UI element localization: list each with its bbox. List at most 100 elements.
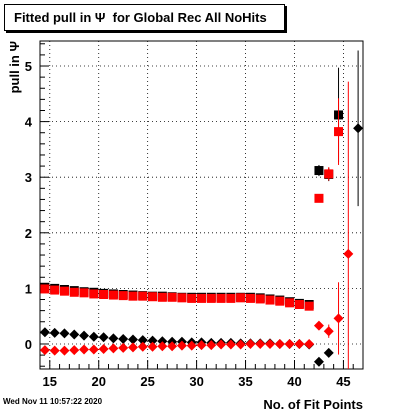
data-point-diamond — [333, 313, 344, 324]
data-point-diamond — [284, 338, 295, 349]
data-point-diamond — [176, 340, 187, 351]
y-tick-label: 0 — [25, 337, 32, 352]
y-tick-label: 5 — [25, 59, 32, 74]
y-tick-label: 4 — [25, 115, 33, 130]
data-point-diamond — [147, 335, 158, 346]
data-point-square — [59, 286, 69, 296]
data-point-square — [265, 295, 275, 305]
data-point-diamond — [118, 333, 129, 344]
data-point-diamond — [98, 332, 109, 343]
plot-frame — [39, 40, 364, 370]
data-point-diamond — [49, 327, 60, 338]
data-point-diamond — [39, 345, 50, 356]
data-point-diamond — [313, 320, 324, 331]
data-point-square — [108, 290, 118, 300]
data-point-square — [79, 288, 89, 298]
data-point-square — [314, 166, 324, 176]
data-point-square — [226, 293, 236, 303]
data-point-square — [167, 292, 177, 302]
x-tick-label: 30 — [189, 374, 203, 389]
data-point-square — [324, 169, 334, 179]
data-point-square — [314, 193, 324, 203]
data-point-square — [50, 285, 60, 295]
x-tick-label: 15 — [43, 374, 57, 389]
data-point-diamond — [323, 326, 334, 337]
data-point-diamond — [245, 338, 256, 349]
data-point-diamond — [216, 339, 227, 350]
data-point-square — [206, 293, 216, 303]
data-point-diamond — [69, 329, 80, 340]
data-point-diamond — [343, 248, 354, 259]
data-point-diamond — [206, 340, 217, 351]
data-point-diamond — [235, 339, 246, 350]
data-point-square — [40, 284, 50, 294]
x-axis-label: No. of Fit Points — [263, 397, 363, 412]
data-point-diamond — [127, 342, 138, 353]
data-point-square — [148, 292, 158, 302]
chart-title: Fitted pull in Ψ for Global Rec All NoHi… — [14, 10, 267, 25]
data-point-diamond — [49, 345, 60, 356]
data-point-diamond — [69, 345, 80, 356]
data-point-diamond — [304, 338, 315, 349]
data-point-square — [275, 296, 285, 306]
y-axis-label: pull in Ψ — [7, 41, 22, 93]
data-point-diamond — [167, 341, 178, 352]
data-point-diamond — [137, 341, 148, 352]
x-tick-label: 35 — [238, 374, 252, 389]
data-point-square — [99, 290, 109, 300]
data-point-square — [118, 291, 128, 301]
y-tick-label: 2 — [25, 226, 32, 241]
x-tick-label: 20 — [91, 374, 105, 389]
data-point-diamond — [79, 344, 90, 355]
data-point-diamond — [157, 336, 168, 347]
data-point-square — [245, 293, 255, 303]
y-tick-label: 3 — [25, 170, 32, 185]
x-tick-label: 25 — [140, 374, 154, 389]
data-point-square — [69, 287, 79, 297]
data-point-square — [294, 300, 304, 310]
data-point-square — [304, 301, 314, 311]
data-point-diamond — [39, 327, 50, 338]
data-point-diamond — [265, 338, 276, 349]
data-point-square — [216, 293, 226, 303]
data-point-diamond — [225, 339, 236, 350]
data-point-square — [236, 293, 246, 303]
data-point-diamond — [108, 333, 119, 344]
data-point-diamond — [137, 335, 148, 346]
chart-title-box: Fitted pull in Ψ for Global Rec All NoHi… — [4, 4, 285, 31]
data-point-square — [157, 292, 167, 302]
x-tick-label: 45 — [336, 374, 350, 389]
data-point-diamond — [294, 338, 305, 349]
data-point-square — [197, 293, 206, 303]
data-point-square — [138, 291, 148, 301]
data-point-diamond — [59, 345, 70, 356]
x-tick-label: 40 — [287, 374, 301, 389]
data-point-diamond — [127, 334, 138, 345]
data-point-diamond — [274, 338, 285, 349]
data-point-diamond — [313, 356, 324, 367]
data-point-diamond — [88, 331, 99, 342]
data-point-diamond — [59, 328, 70, 339]
timestamp: Wed Nov 11 10:57:22 2020 — [3, 397, 103, 406]
data-point-diamond — [353, 123, 364, 134]
data-point-square — [177, 293, 187, 303]
data-point-diamond — [79, 330, 90, 341]
data-point-diamond — [323, 347, 334, 358]
data-point-square — [89, 289, 99, 299]
data-point-square — [128, 291, 138, 301]
data-point-square — [187, 293, 197, 303]
data-point-square — [285, 298, 295, 308]
data-point-diamond — [186, 340, 197, 351]
data-point-diamond — [147, 341, 158, 352]
data-point-square — [334, 127, 344, 137]
y-tick-label: 1 — [25, 281, 32, 296]
data-point-diamond — [108, 343, 119, 354]
data-point-square — [255, 294, 265, 304]
data-point-diamond — [196, 340, 207, 351]
data-point-diamond — [88, 344, 99, 355]
data-point-diamond — [98, 343, 109, 354]
data-point-diamond — [255, 338, 266, 349]
data-point-diamond — [157, 341, 168, 352]
data-point-diamond — [118, 342, 129, 353]
